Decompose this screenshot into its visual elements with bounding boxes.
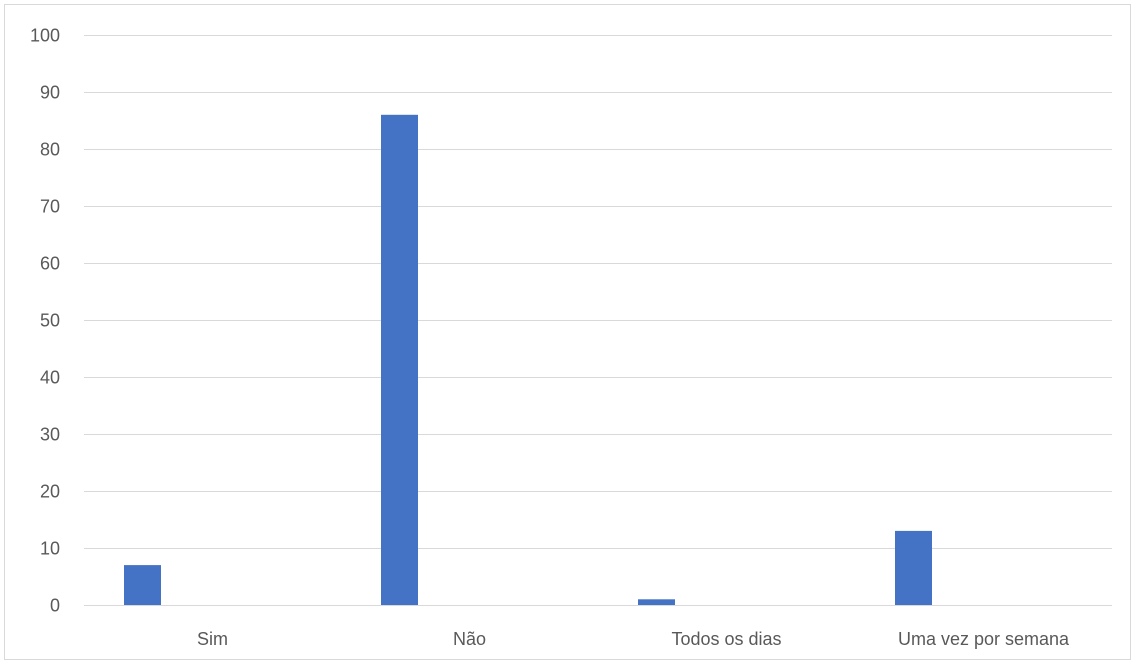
y-tick-label: 30 — [40, 425, 60, 445]
y-tick-label: 80 — [40, 140, 60, 160]
bar-uma-vez-por-semana — [895, 530, 932, 605]
x-tick-label: Uma vez por semana — [898, 629, 1070, 649]
y-axis-tick-labels: 0 10 20 30 40 50 60 70 80 90 100 — [30, 26, 60, 616]
x-tick-label: Não — [453, 629, 486, 649]
chart-frame — [4, 4, 1131, 660]
y-tick-label: 50 — [40, 311, 60, 331]
y-tick-label: 70 — [40, 197, 60, 217]
y-tick-label: 10 — [40, 539, 60, 559]
x-axis-tick-labels: Sim Não Todos os dias Uma vez por semana — [197, 629, 1070, 649]
gridlines — [84, 35, 1112, 606]
y-tick-label: 90 — [40, 83, 60, 103]
y-tick-label: 60 — [40, 254, 60, 274]
bar-sim — [124, 565, 161, 605]
y-tick-label: 100 — [30, 26, 60, 46]
bar-todos-os-dias — [638, 599, 675, 605]
y-tick-label: 20 — [40, 482, 60, 502]
x-tick-label: Todos os dias — [671, 629, 781, 649]
x-tick-label: Sim — [197, 629, 228, 649]
bars — [124, 114, 932, 606]
y-tick-label: 40 — [40, 368, 60, 388]
y-tick-label: 0 — [50, 596, 60, 616]
bar-n-o — [381, 114, 418, 606]
